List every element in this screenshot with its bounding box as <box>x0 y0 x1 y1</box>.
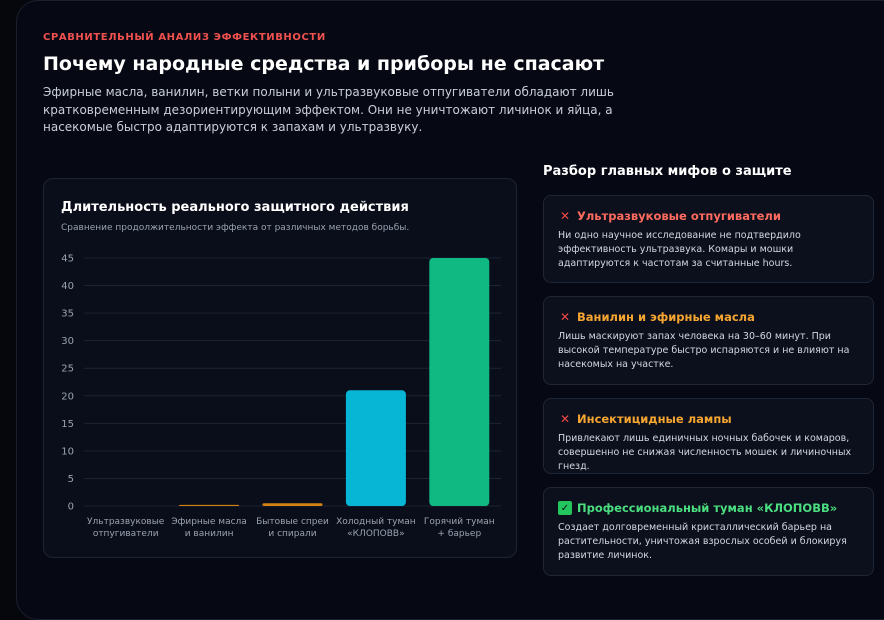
myth-card-header: ✕ Инсектицидные лампы <box>558 412 732 426</box>
myth-card-title: Ультразвуковые отпугиватели <box>577 209 781 223</box>
x-tick-label: Эфирные масла и ванилин <box>171 517 246 539</box>
x-tick-label: Бытовые спреи и спирали <box>256 517 329 539</box>
y-tick-label: 25 <box>61 364 74 375</box>
bar <box>262 503 323 506</box>
myth-card-klopovv: ✓ Профессиональный туман «КЛОПОВВ» Созда… <box>543 487 874 576</box>
myth-card-title: Инсектицидные лампы <box>577 412 732 426</box>
cross-icon: ✕ <box>559 209 571 223</box>
bar-chart: 0 5 10 15 20 25 30 35 40 45 Ультразвуковые отпугива… <box>61 254 501 539</box>
bar <box>429 258 490 506</box>
myths-heading: Разбор главных мифов о защите <box>543 164 792 179</box>
bar <box>179 504 240 506</box>
myth-card-header: ✓ Профессиональный туман «КЛОПОВВ» <box>558 501 837 515</box>
cross-icon: ✕ <box>559 412 571 426</box>
myth-card-text: Ни одно научное исследование не подтверд… <box>558 230 801 269</box>
chart-title: Длительность реального защитного действи… <box>61 200 409 215</box>
y-tick-label: 35 <box>61 309 74 320</box>
myth-card-text: Лишь маскируют запах человека на 30–60 м… <box>558 331 850 370</box>
y-tick-label: 40 <box>61 281 74 292</box>
y-tick-label: 20 <box>61 391 74 402</box>
y-tick-label: 5 <box>68 474 74 485</box>
page-title: Почему народные средства и приборы не сп… <box>43 53 605 75</box>
myth-card-header: ✕ Ванилин и эфирные масла <box>558 310 755 324</box>
myth-card-lamps: ✕ Инсектицидные лампы Привлекают лишь ед… <box>543 398 874 474</box>
y-tick-label: 30 <box>61 336 74 347</box>
x-tick-label: Холодный туман «КЛОПОВВ» <box>336 517 416 539</box>
y-tick-label: 0 <box>68 502 74 513</box>
page-subtitle: Эфирные масла, ванилин, ветки полыни и у… <box>43 85 614 134</box>
section-eyebrow: СРАВНИТЕЛЬНЫЙ АНАЛИЗ ЭФФЕКТИВНОСТИ <box>43 32 326 43</box>
check-icon: ✓ <box>558 501 572 515</box>
myth-card-oils: ✕ Ванилин и эфирные масла Лишь маскируют… <box>543 296 874 385</box>
bar <box>345 390 406 506</box>
x-tick-label: Ультразвуковые отпугиватели <box>87 517 165 539</box>
chart-card: 0 5 10 15 20 25 30 35 40 45 Ультразвуковые отпугива… <box>43 178 517 558</box>
y-tick-label: 10 <box>61 446 74 457</box>
myth-card-text: Создает долговременный кристаллический б… <box>558 522 847 561</box>
y-tick-label: 45 <box>61 254 74 265</box>
myth-card-text: Привлекают лишь единичных ночных бабочек… <box>558 433 852 472</box>
myth-card-title: Профессиональный туман «КЛОПОВВ» <box>577 501 838 515</box>
y-tick-label: 15 <box>61 419 74 430</box>
myth-card-ultrasound: ✕ Ультразвуковые отпугиватели Ни одно на… <box>543 195 874 283</box>
x-tick-label: Горячий туман + барьер <box>424 517 495 539</box>
myth-card-header: ✕ Ультразвуковые отпугиватели <box>558 209 781 223</box>
myth-card-title: Ванилин и эфирные масла <box>577 310 755 324</box>
chart-subtitle: Сравнение продолжительности эффекта от р… <box>61 223 410 233</box>
cross-icon: ✕ <box>559 310 571 324</box>
